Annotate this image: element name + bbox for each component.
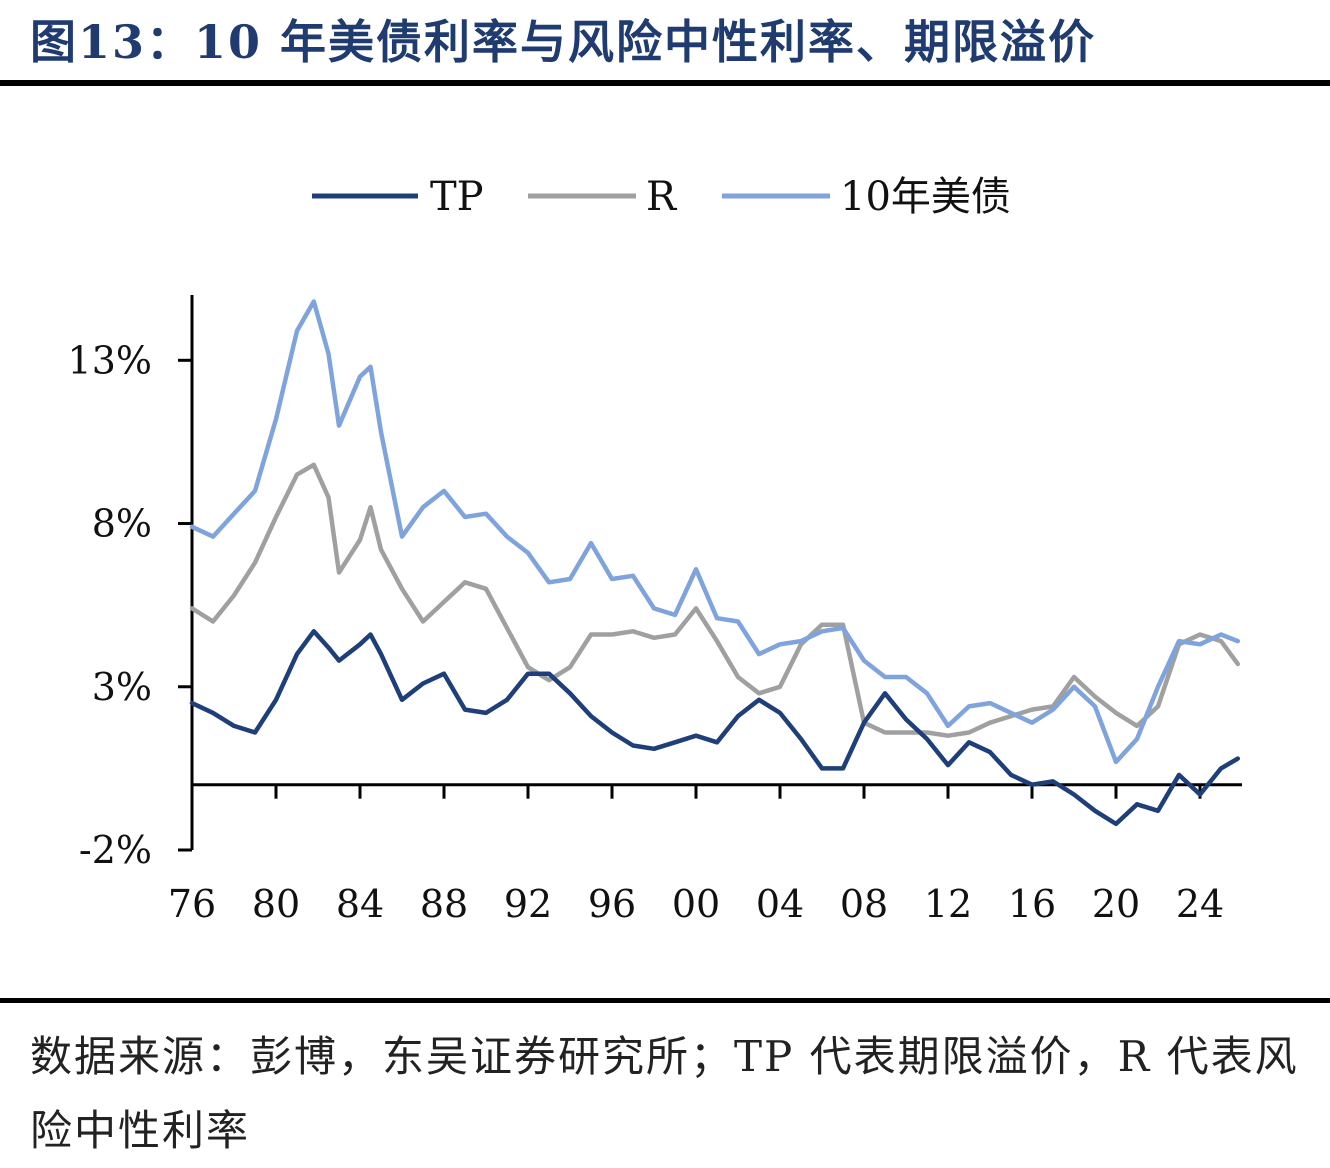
- legend-label: TP: [430, 174, 484, 220]
- bottom-rule: [0, 998, 1330, 1003]
- series-line-0: [189, 629, 1241, 827]
- x-tick-label: 16: [1008, 882, 1056, 926]
- series-line-2: [189, 299, 1241, 765]
- chart-legend: TP R 10年美债: [312, 174, 1011, 220]
- top-rule: [0, 80, 1330, 86]
- chart-axes: -2% 3% 8% 13% 76 80 84 88 92 96 00 04 08 12 16 20 24: [68, 295, 1242, 926]
- x-tick-label: 80: [252, 882, 300, 926]
- x-tick-label: 08: [840, 882, 888, 926]
- source-note: 数据来源：彭博，东吴证券研究所；TP 代表期限溢价，R 代表风险中性利率: [30, 1032, 1299, 1155]
- y-tick-label: 3%: [92, 665, 152, 709]
- x-tick-label: 04: [756, 882, 804, 926]
- x-tick-label: 84: [336, 882, 384, 926]
- x-tick-label: 76: [168, 882, 216, 926]
- chart: TP R 10年美债 -2% 3% 8% 13% 76 80 84 88 92 96 00 04 08 12 1…: [68, 174, 1242, 926]
- series-line-1: [189, 462, 1241, 738]
- x-tick-label: 88: [420, 882, 468, 926]
- chart-series: [189, 299, 1241, 827]
- x-tick-label: 96: [588, 882, 636, 926]
- y-tick-label: 8%: [92, 502, 152, 546]
- x-tick-label: 24: [1176, 882, 1224, 926]
- figure-title: 图13：10 年美债利率与风险中性利率、期限溢价: [30, 15, 1097, 69]
- x-tick-label: 12: [924, 882, 972, 926]
- x-tick-label: 20: [1092, 882, 1140, 926]
- x-tick-label: 92: [504, 882, 552, 926]
- x-tick-label: 00: [672, 882, 720, 926]
- legend-label: R: [646, 174, 678, 220]
- y-tick-label: -2%: [79, 828, 152, 872]
- y-tick-label: 13%: [68, 338, 152, 382]
- legend-label: 10年美债: [840, 174, 1011, 220]
